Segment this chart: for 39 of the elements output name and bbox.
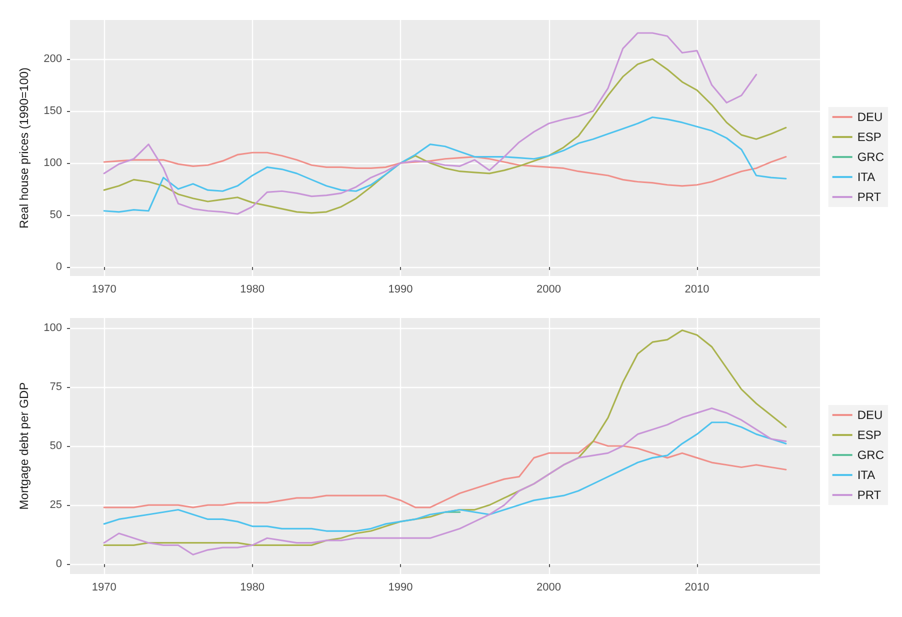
y-tick-label: 150 (44, 105, 62, 118)
legend-label: PRT (857, 190, 882, 204)
y-tick-label: 50 (50, 209, 62, 222)
line-series (103, 116, 787, 213)
x-tick-label: 2010 (684, 582, 710, 594)
x-tick-label: 1980 (240, 284, 265, 296)
x-tick-label: 1980 (240, 582, 265, 594)
line-series (103, 440, 787, 508)
y-axis-title: Real house prices (1990=100) (17, 67, 31, 229)
legend-label: GRC (857, 150, 884, 164)
line-series (103, 58, 787, 214)
x-tick-label: 1970 (92, 582, 116, 594)
x-tick-label: 1990 (388, 582, 413, 594)
legend-label: GRC (857, 448, 884, 462)
y-tick-label: 200 (44, 53, 62, 66)
x-tick-label: 2000 (536, 582, 561, 594)
line-series (103, 152, 787, 187)
legend-label: ITA (857, 468, 876, 482)
y-tick-label: 0 (56, 261, 62, 274)
y-tick-label: 75 (50, 380, 62, 393)
line-series (103, 32, 758, 215)
line-series (103, 407, 787, 556)
y-tick-label: 0 (56, 558, 62, 570)
legend-label: ITA (857, 170, 876, 184)
y-axis-title: Mortgage debt per GDP (17, 382, 31, 510)
line-series (103, 422, 787, 532)
legend-label: DEU (857, 110, 883, 124)
y-tick-label: 100 (44, 157, 62, 170)
legend-label: ESP (857, 130, 882, 144)
x-tick-label: 1990 (388, 284, 413, 296)
x-tick-label: 2000 (536, 284, 561, 296)
legend-label: PRT (857, 488, 882, 502)
x-tick-label: 2010 (684, 284, 710, 296)
y-tick-label: 50 (50, 440, 62, 452)
legend-label: ESP (857, 428, 882, 442)
y-tick-label: 25 (50, 499, 62, 512)
x-tick-label: 1970 (92, 284, 116, 296)
legend-label: DEU (857, 408, 883, 422)
y-tick-label: 100 (44, 322, 62, 334)
